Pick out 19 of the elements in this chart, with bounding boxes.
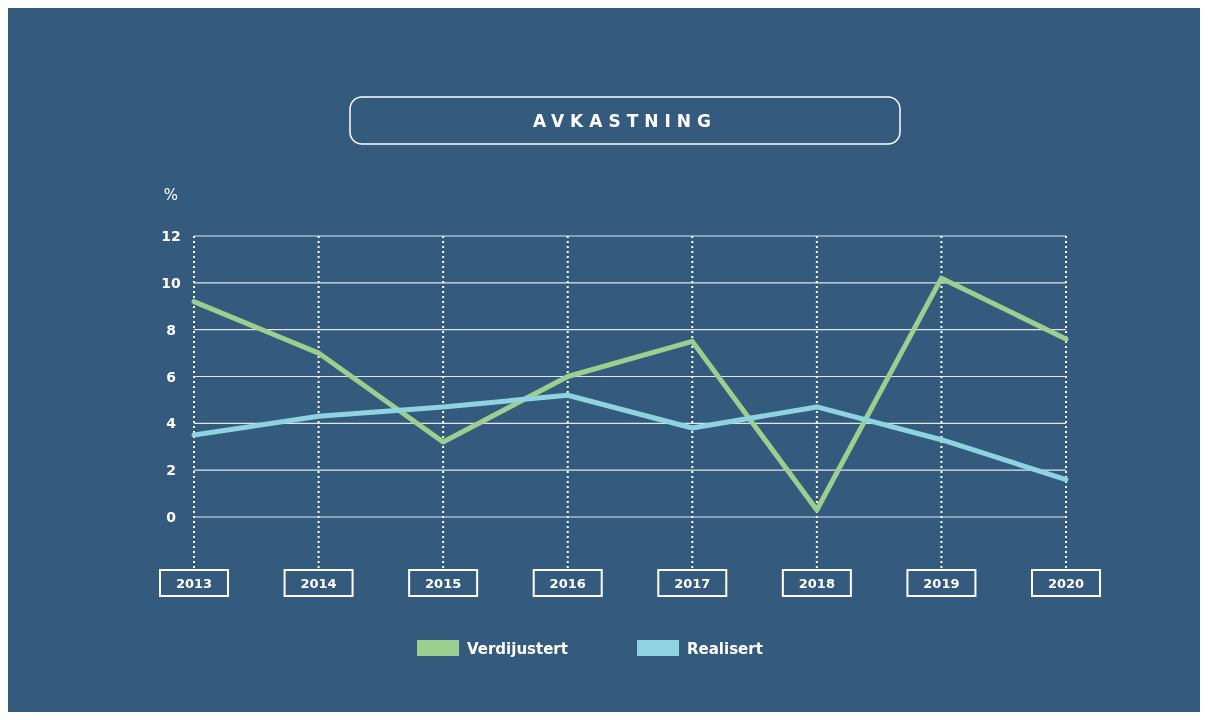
legend-label: Verdijustert [467, 640, 568, 658]
legend-label: Realisert [687, 640, 763, 658]
x-tick-label: 2015 [425, 576, 462, 591]
y-axis-title: % [163, 186, 179, 204]
x-tick-label: 2019 [923, 576, 960, 591]
y-tick-label: 2 [166, 462, 176, 479]
x-tick-label: 2014 [300, 576, 337, 591]
y-tick-label: 12 [161, 228, 181, 244]
y-tick-label: 8 [166, 321, 176, 338]
x-tick-label: 2013 [175, 576, 213, 591]
chart-title: AVKASTNING [532, 110, 718, 131]
x-tick-label: 2018 [798, 576, 835, 591]
y-tick-label: 4 [166, 415, 177, 432]
y-tick-label: 10 [161, 274, 181, 291]
x-tick-label: 2020 [1047, 576, 1085, 591]
y-tick-label: 0 [166, 509, 177, 525]
x-tick-label: 2016 [549, 576, 586, 591]
y-tick-label: 6 [166, 368, 176, 385]
x-tick-label: 2017 [674, 576, 711, 591]
